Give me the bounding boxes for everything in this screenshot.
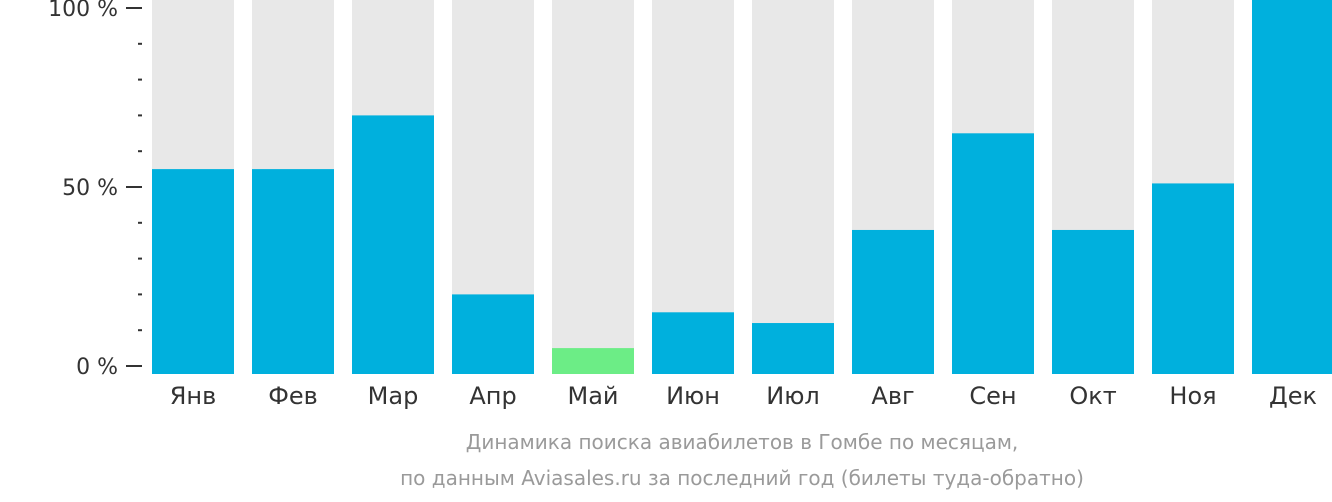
y-tick-label-3: 0 % [76, 355, 118, 380]
background-bar-6 [652, 0, 734, 374]
x-tick-label-8: Авг [871, 382, 914, 410]
bar-4 [452, 294, 534, 374]
x-tick-label-5: Май [567, 382, 618, 410]
value-bars [152, 0, 1332, 375]
x-axis: Янв Фев Мар Апр Май Июн Июл Авг Сен Окт Ноя Дек [170, 382, 1317, 410]
x-tick-label-7: Июл [766, 382, 820, 410]
bar-12 [1252, 0, 1332, 374]
y-tick-label-2: 50 % [62, 176, 118, 201]
bar-8 [852, 229, 934, 374]
background-bar-5 [552, 0, 634, 374]
bar-3 [352, 115, 434, 375]
bar-2 [252, 169, 334, 374]
x-tick-label-9: Сен [969, 382, 1016, 410]
y-tick-label-1: 100 % [48, 0, 118, 22]
x-tick-label-1: Янв [170, 382, 217, 410]
background-bar-7 [752, 0, 834, 374]
x-tick-label-6: Июн [666, 382, 720, 410]
bar-10 [1052, 229, 1134, 374]
x-tick-label-4: Апр [469, 382, 516, 410]
bar-5 [552, 348, 634, 374]
x-tick-label-2: Фев [268, 382, 318, 410]
bar-7 [752, 323, 834, 374]
x-tick-label-11: Ноя [1169, 382, 1216, 410]
bar-6 [652, 312, 734, 374]
bar-1 [152, 169, 234, 374]
x-tick-label-3: Мар [368, 382, 419, 410]
bar-9 [952, 133, 1034, 374]
chart-caption-line2: по данным Aviasales.ru за последний год … [400, 466, 1084, 490]
x-tick-label-12: Дек [1269, 382, 1317, 410]
y-axis: 100 % 50 % 0 % [48, 0, 142, 380]
x-tick-label-10: Окт [1069, 382, 1116, 410]
chart-caption-line1: Динамика поиска авиабилетов в Гомбе по м… [465, 430, 1019, 454]
bar-11 [1152, 183, 1234, 374]
